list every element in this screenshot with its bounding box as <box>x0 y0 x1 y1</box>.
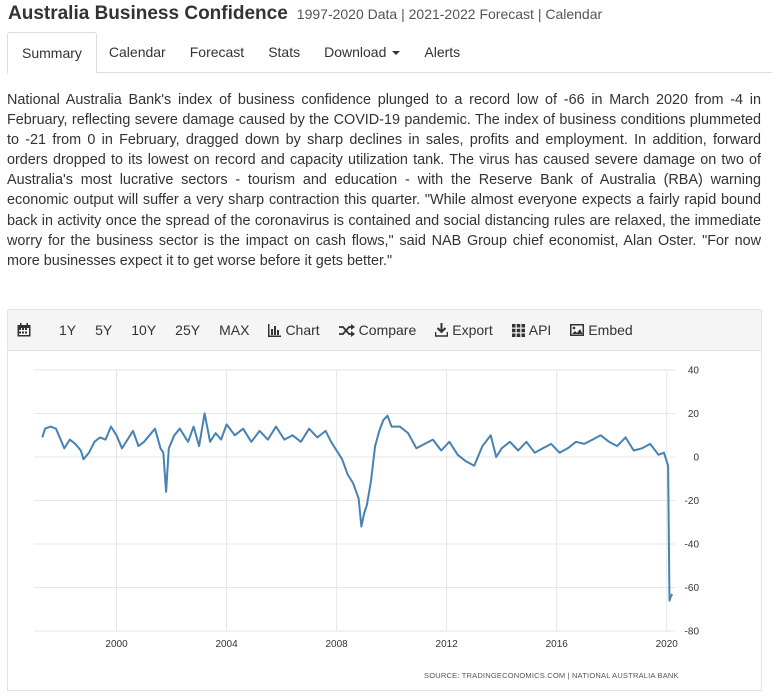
range-25y-button[interactable]: 25Y <box>175 322 201 338</box>
x-tick-label: 2020 <box>656 639 679 650</box>
y-tick-label: 40 <box>688 366 700 377</box>
chart-toolbar: 1Y 5Y 10Y 25Y MAX Chart Compare Export A… <box>7 309 762 351</box>
page-header: Australia Business Confidence 1997-2020 … <box>8 3 602 27</box>
calendar-icon <box>17 323 31 337</box>
download-icon <box>435 323 449 337</box>
line-chart: 40 20 0 -20 -40 -60 -80 2000 2004 2008 2012 2016 202… <box>34 366 700 680</box>
tab-calendar[interactable]: Calendar <box>97 32 178 73</box>
y-tick-label: -20 <box>685 496 700 507</box>
tab-label: Alerts <box>424 44 461 60</box>
tab-label: Calendar <box>108 44 166 60</box>
series-line <box>41 412 674 602</box>
calendar-button[interactable] <box>17 323 35 337</box>
tab-stats[interactable]: Stats <box>256 32 312 73</box>
range-5y-button[interactable]: 5Y <box>95 322 113 338</box>
summary-text: National Australia Bank's index of busin… <box>7 92 761 269</box>
api-label: API <box>528 322 552 338</box>
y-tick-label: -60 <box>685 583 700 594</box>
x-tick-label: 2008 <box>325 639 348 650</box>
chart-label: Chart <box>285 322 320 338</box>
x-tick-label: 2000 <box>105 639 128 650</box>
caret-down-icon <box>392 51 401 56</box>
export-button[interactable]: Export <box>435 322 493 338</box>
y-tick-label: 20 <box>688 409 700 420</box>
page-title: Australia Business Confidence <box>8 3 288 24</box>
tab-label: Download <box>324 44 387 60</box>
page-subtitle: 1997-2020 Data | 2021-2022 Forecast | Ca… <box>296 6 603 22</box>
range-1y-button[interactable]: 1Y <box>59 322 77 338</box>
y-tick-label: 0 <box>693 453 699 464</box>
export-label: Export <box>452 322 493 338</box>
tab-label: Summary <box>22 45 82 61</box>
x-tick-label: 2016 <box>546 639 569 650</box>
tab-label: Forecast <box>189 44 245 60</box>
image-icon <box>570 324 585 336</box>
grid-icon <box>511 323 525 337</box>
x-tick-label: 2012 <box>436 639 459 650</box>
chart-source: SOURCE: TRADINGECONOMICS.COM | NATIONAL … <box>424 671 679 680</box>
tab-summary[interactable]: Summary <box>7 32 97 74</box>
range-10y-button[interactable]: 10Y <box>131 322 157 338</box>
embed-label: Embed <box>588 322 633 338</box>
shuffle-icon <box>338 323 355 337</box>
bar-chart-icon <box>268 323 282 337</box>
tab-download[interactable]: Download <box>312 32 412 73</box>
y-tick-label: -80 <box>685 627 700 638</box>
compare-button[interactable]: Compare <box>338 322 417 338</box>
compare-label: Compare <box>358 322 417 338</box>
y-tick-label: -40 <box>685 540 700 551</box>
chart-panel: 40 20 0 -20 -40 -60 -80 2000 2004 2008 2012 2016 202… <box>7 351 762 691</box>
api-button[interactable]: API <box>511 322 552 338</box>
tab-bar: Summary Calendar Forecast Stats Download… <box>7 32 772 74</box>
x-tick-label: 2004 <box>215 639 238 650</box>
tab-label: Stats <box>268 44 301 60</box>
range-max-button[interactable]: MAX <box>219 322 250 338</box>
tab-forecast[interactable]: Forecast <box>178 32 256 73</box>
chart-type-button[interactable]: Chart <box>268 322 320 338</box>
tab-alerts[interactable]: Alerts <box>412 32 472 73</box>
embed-button[interactable]: Embed <box>570 322 633 338</box>
